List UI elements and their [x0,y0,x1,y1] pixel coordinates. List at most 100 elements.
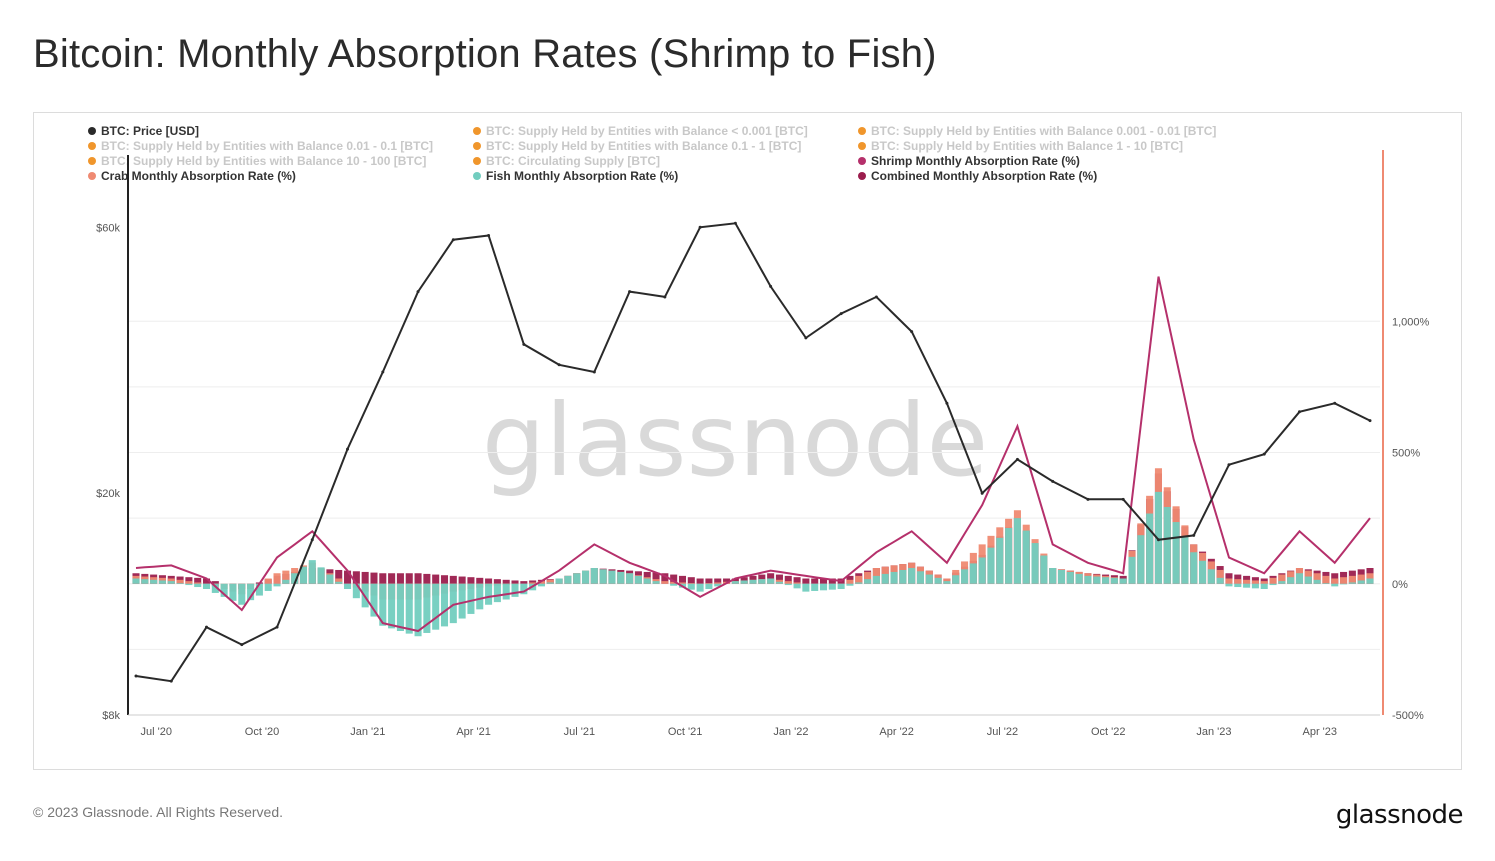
crab-bar [1260,581,1268,584]
legend-item[interactable]: Fish Monthly Absorption Rate (%) [473,169,678,183]
legend-item[interactable]: BTC: Supply Held by Entities with Balanc… [858,139,1183,153]
legend-item[interactable]: Combined Monthly Absorption Rate (%) [858,169,1097,183]
combined-bar [476,577,484,584]
shrimp-line [135,276,1371,633]
combined-bar [194,577,202,584]
legend-item[interactable]: BTC: Circulating Supply [BTC] [473,154,660,168]
fish-bar [969,563,977,584]
legend-label: BTC: Circulating Supply [BTC] [486,154,660,168]
price-point [557,363,561,367]
crab-bar [1234,579,1242,584]
fish-bar [308,560,316,584]
fish-bar [890,571,898,584]
crab-bar [855,575,863,584]
price-point [628,290,632,294]
fish-bar [1331,583,1339,587]
fish-bar [273,583,281,587]
legend-item[interactable]: BTC: Price [USD] [88,124,199,138]
legend-label: BTC: Supply Held by Entities with Balanc… [101,154,427,168]
combined-bar [520,581,528,584]
fish-bar [855,582,863,584]
crab-bar [1348,575,1356,584]
fish-bar [185,583,193,586]
price-point [487,234,491,238]
legend-dot-icon [473,172,481,180]
fish-bar [1278,581,1286,584]
chart-title: Bitcoin: Monthly Absorption Rates (Shrim… [33,32,937,76]
fish-bar [1022,530,1030,584]
fish-bar [811,583,819,591]
x-tick-label: Apr '23 [1302,726,1337,738]
fish-bar [1287,577,1295,584]
legend-item[interactable]: BTC: Supply Held by Entities with Balanc… [88,139,433,153]
fish-bar [643,578,651,584]
legend-item[interactable]: BTC: Supply Held by Entities with Balanc… [858,124,1216,138]
fish-bar [828,583,836,590]
fish-bar [687,583,695,590]
combined-bar [335,569,343,584]
combined-bar [405,573,413,584]
fish-bar [1084,575,1092,584]
fish-bar [440,583,449,627]
combined-bar [344,570,352,584]
combined-bar [714,578,722,584]
fish-bar [1260,583,1268,589]
price-point [522,342,526,346]
fish-bar [1049,568,1057,584]
x-tick-label: Jul '21 [564,726,595,738]
combined-bar [379,573,387,584]
fish-bar [1005,527,1013,584]
fish-bar [996,537,1004,584]
crab-bar [1357,574,1365,584]
crab-bar [1269,577,1277,584]
combined-bar [449,575,457,584]
fish-bar [352,583,360,599]
x-tick-label: Oct '20 [245,726,280,738]
legend-item[interactable]: BTC: Supply Held by Entities with Balanc… [473,124,808,138]
price-point [1297,410,1301,414]
legend-item[interactable]: BTC: Supply Held by Entities with Balanc… [88,154,426,168]
legend-dot-icon [473,142,481,150]
fish-bar [1040,555,1048,584]
fish-bar [264,583,272,591]
fish-bar [255,583,263,596]
y-right-tick-label: 0% [1392,579,1408,591]
fish-bar [872,575,880,584]
fish-bar [961,569,969,584]
x-tick-label: Oct '22 [1091,726,1126,738]
fish-bar [432,583,440,630]
fish-bar [291,573,299,584]
crab-bar [1243,579,1251,584]
legend-dot-icon [858,127,866,135]
legend-dot-icon [473,157,481,165]
fish-bar [1225,583,1233,587]
fish-bar [158,580,166,584]
price-point [910,330,914,334]
y-left-tick-label: $8k [102,710,120,722]
fish-bar [1304,576,1312,584]
crab-bar [661,581,669,584]
legend-label: BTC: Price [USD] [101,124,200,138]
fish-bar [802,583,810,592]
crab-bar [1340,577,1348,584]
price-line [135,222,1371,683]
fish-bar [476,583,484,610]
fish-bar [564,575,572,584]
fish-bar [150,579,158,584]
fish-bar [1137,535,1145,584]
crab-bar [176,579,184,584]
fish-bar [1110,577,1118,584]
fish-bar [1031,543,1039,584]
crab-bar [678,582,687,584]
price-point [205,625,209,629]
legend-item[interactable]: Shrimp Monthly Absorption Rate (%) [858,154,1080,168]
fish-bar [608,570,616,584]
fish-bar [1057,569,1066,584]
legend-item[interactable]: Crab Monthly Absorption Rate (%) [88,169,296,183]
legend-dot-icon [858,142,866,150]
legend-item[interactable]: BTC: Supply Held by Entities with Balanc… [473,139,801,153]
price-point [733,221,737,225]
watermark: glassnode [482,382,988,499]
crab-bar [784,581,792,584]
